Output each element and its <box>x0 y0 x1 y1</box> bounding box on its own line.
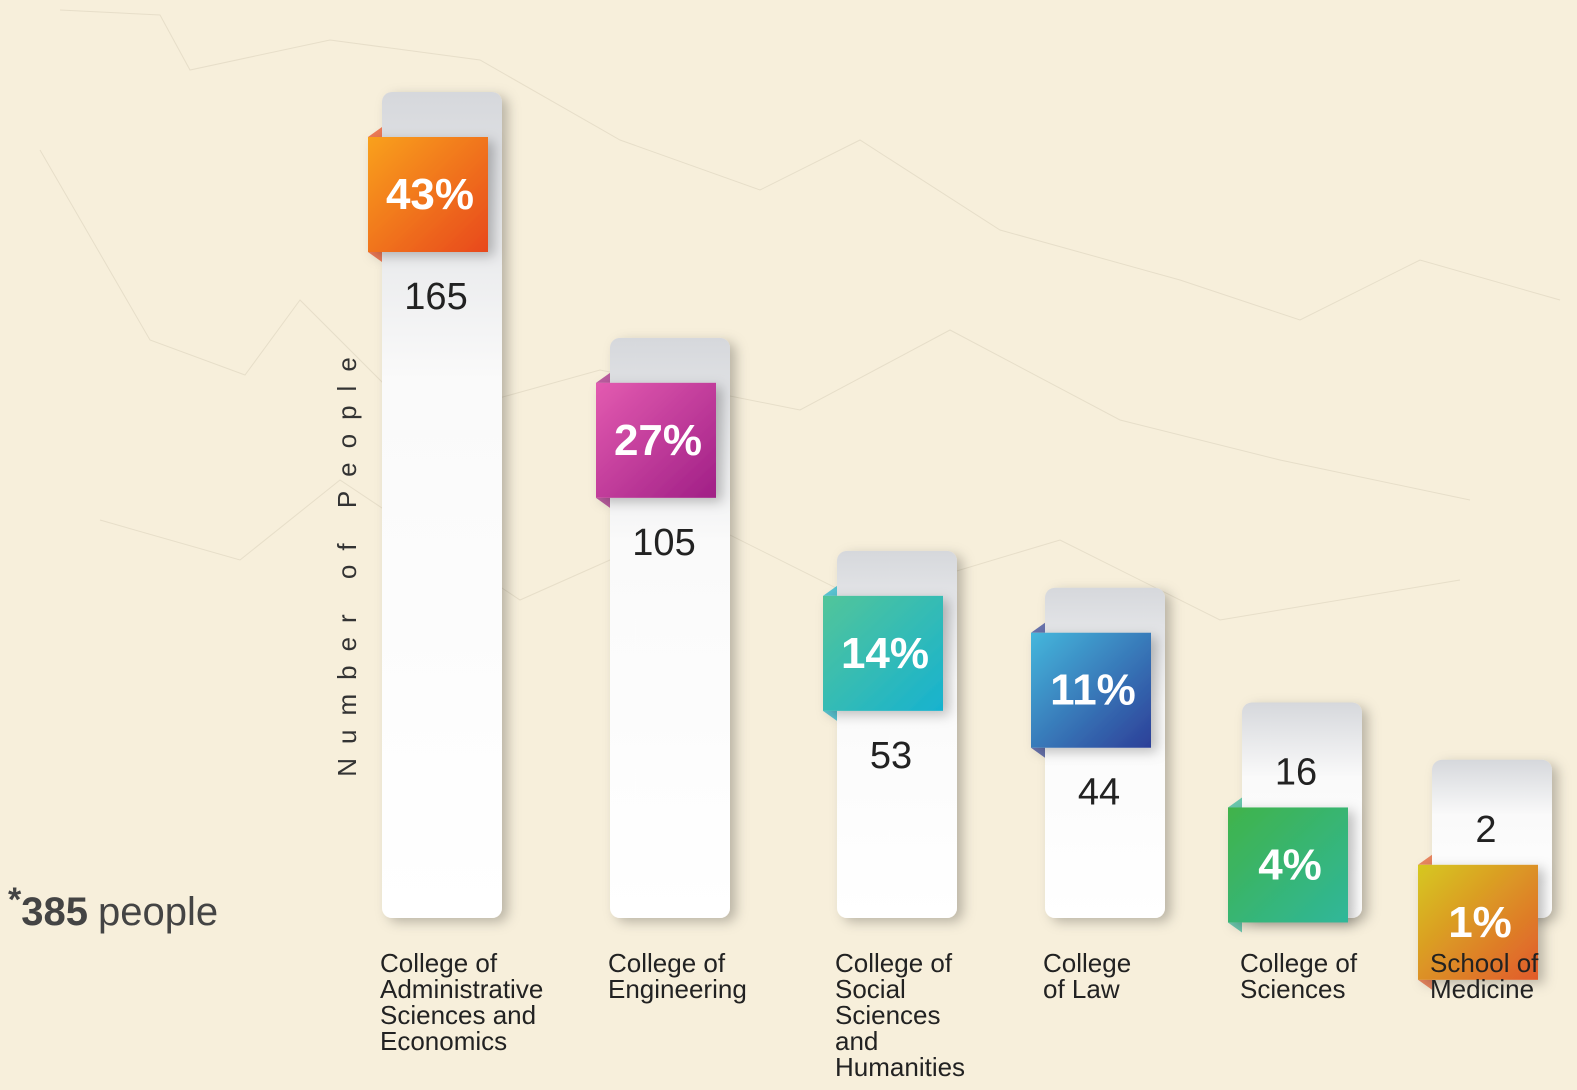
y-axis-label: Number of People <box>332 343 362 777</box>
category-label: Humanities <box>835 1052 965 1082</box>
note-unit: people <box>98 890 218 934</box>
share-fold <box>823 711 837 721</box>
share-fold <box>596 373 610 383</box>
share-fold <box>368 252 382 262</box>
value-label: 16 <box>1275 751 1317 793</box>
value-label: 105 <box>632 522 695 564</box>
share-label: 1% <box>1448 898 1512 947</box>
share-fold <box>1228 797 1242 807</box>
share-label: 14% <box>841 629 929 678</box>
category-label: of Law <box>1043 974 1120 1004</box>
category-label: Economics <box>380 1026 507 1056</box>
share-fold <box>1031 748 1045 758</box>
share-label: 27% <box>614 416 702 465</box>
share-fold <box>1418 855 1432 865</box>
share-label: 11% <box>1050 666 1136 715</box>
background-network <box>40 10 1560 620</box>
category-label: Sciences <box>1240 974 1346 1004</box>
share-label: 43% <box>386 170 474 219</box>
total-note: *385people <box>8 881 218 934</box>
category-label: Engineering <box>608 974 747 1004</box>
share-fold <box>596 498 610 508</box>
share-fold <box>823 586 837 596</box>
chart: Number of People *385people 43%165Colleg… <box>0 0 1577 1090</box>
value-label: 53 <box>870 735 912 777</box>
note-mark: * <box>8 881 22 919</box>
category-label: Medicine <box>1430 974 1534 1004</box>
share-fold <box>368 127 382 137</box>
value-label: 165 <box>404 276 467 318</box>
share-fold <box>1031 623 1045 633</box>
share-fold <box>1228 922 1242 932</box>
value-label: 44 <box>1078 772 1120 814</box>
share-label: 4% <box>1258 840 1322 889</box>
value-label: 2 <box>1475 809 1496 851</box>
note-count: 385 <box>21 890 88 934</box>
